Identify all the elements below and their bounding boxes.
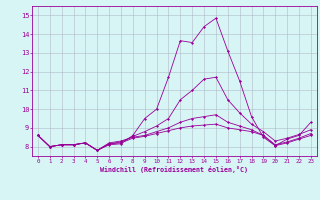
X-axis label: Windchill (Refroidissement éolien,°C): Windchill (Refroidissement éolien,°C) — [100, 166, 248, 173]
